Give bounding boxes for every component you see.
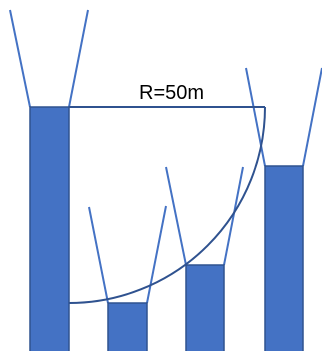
cone-line-3 <box>146 205 167 304</box>
radius-construction <box>68 106 266 304</box>
cone-line-4 <box>88 206 109 304</box>
cone-line-7 <box>302 67 322 167</box>
cone-line-6 <box>165 166 187 266</box>
radius-label: R=50m <box>139 82 204 104</box>
bars <box>29 106 304 351</box>
bar-2 <box>107 302 148 351</box>
radius-arc <box>68 106 266 304</box>
cone-line-5 <box>223 166 244 266</box>
bar-4 <box>264 165 304 351</box>
cone-lines <box>9 9 322 304</box>
cone-line-8 <box>245 67 266 167</box>
bar-3 <box>185 264 225 351</box>
cone-line-2 <box>9 9 31 108</box>
cone-line-1 <box>68 9 89 108</box>
bar-1 <box>29 106 70 351</box>
